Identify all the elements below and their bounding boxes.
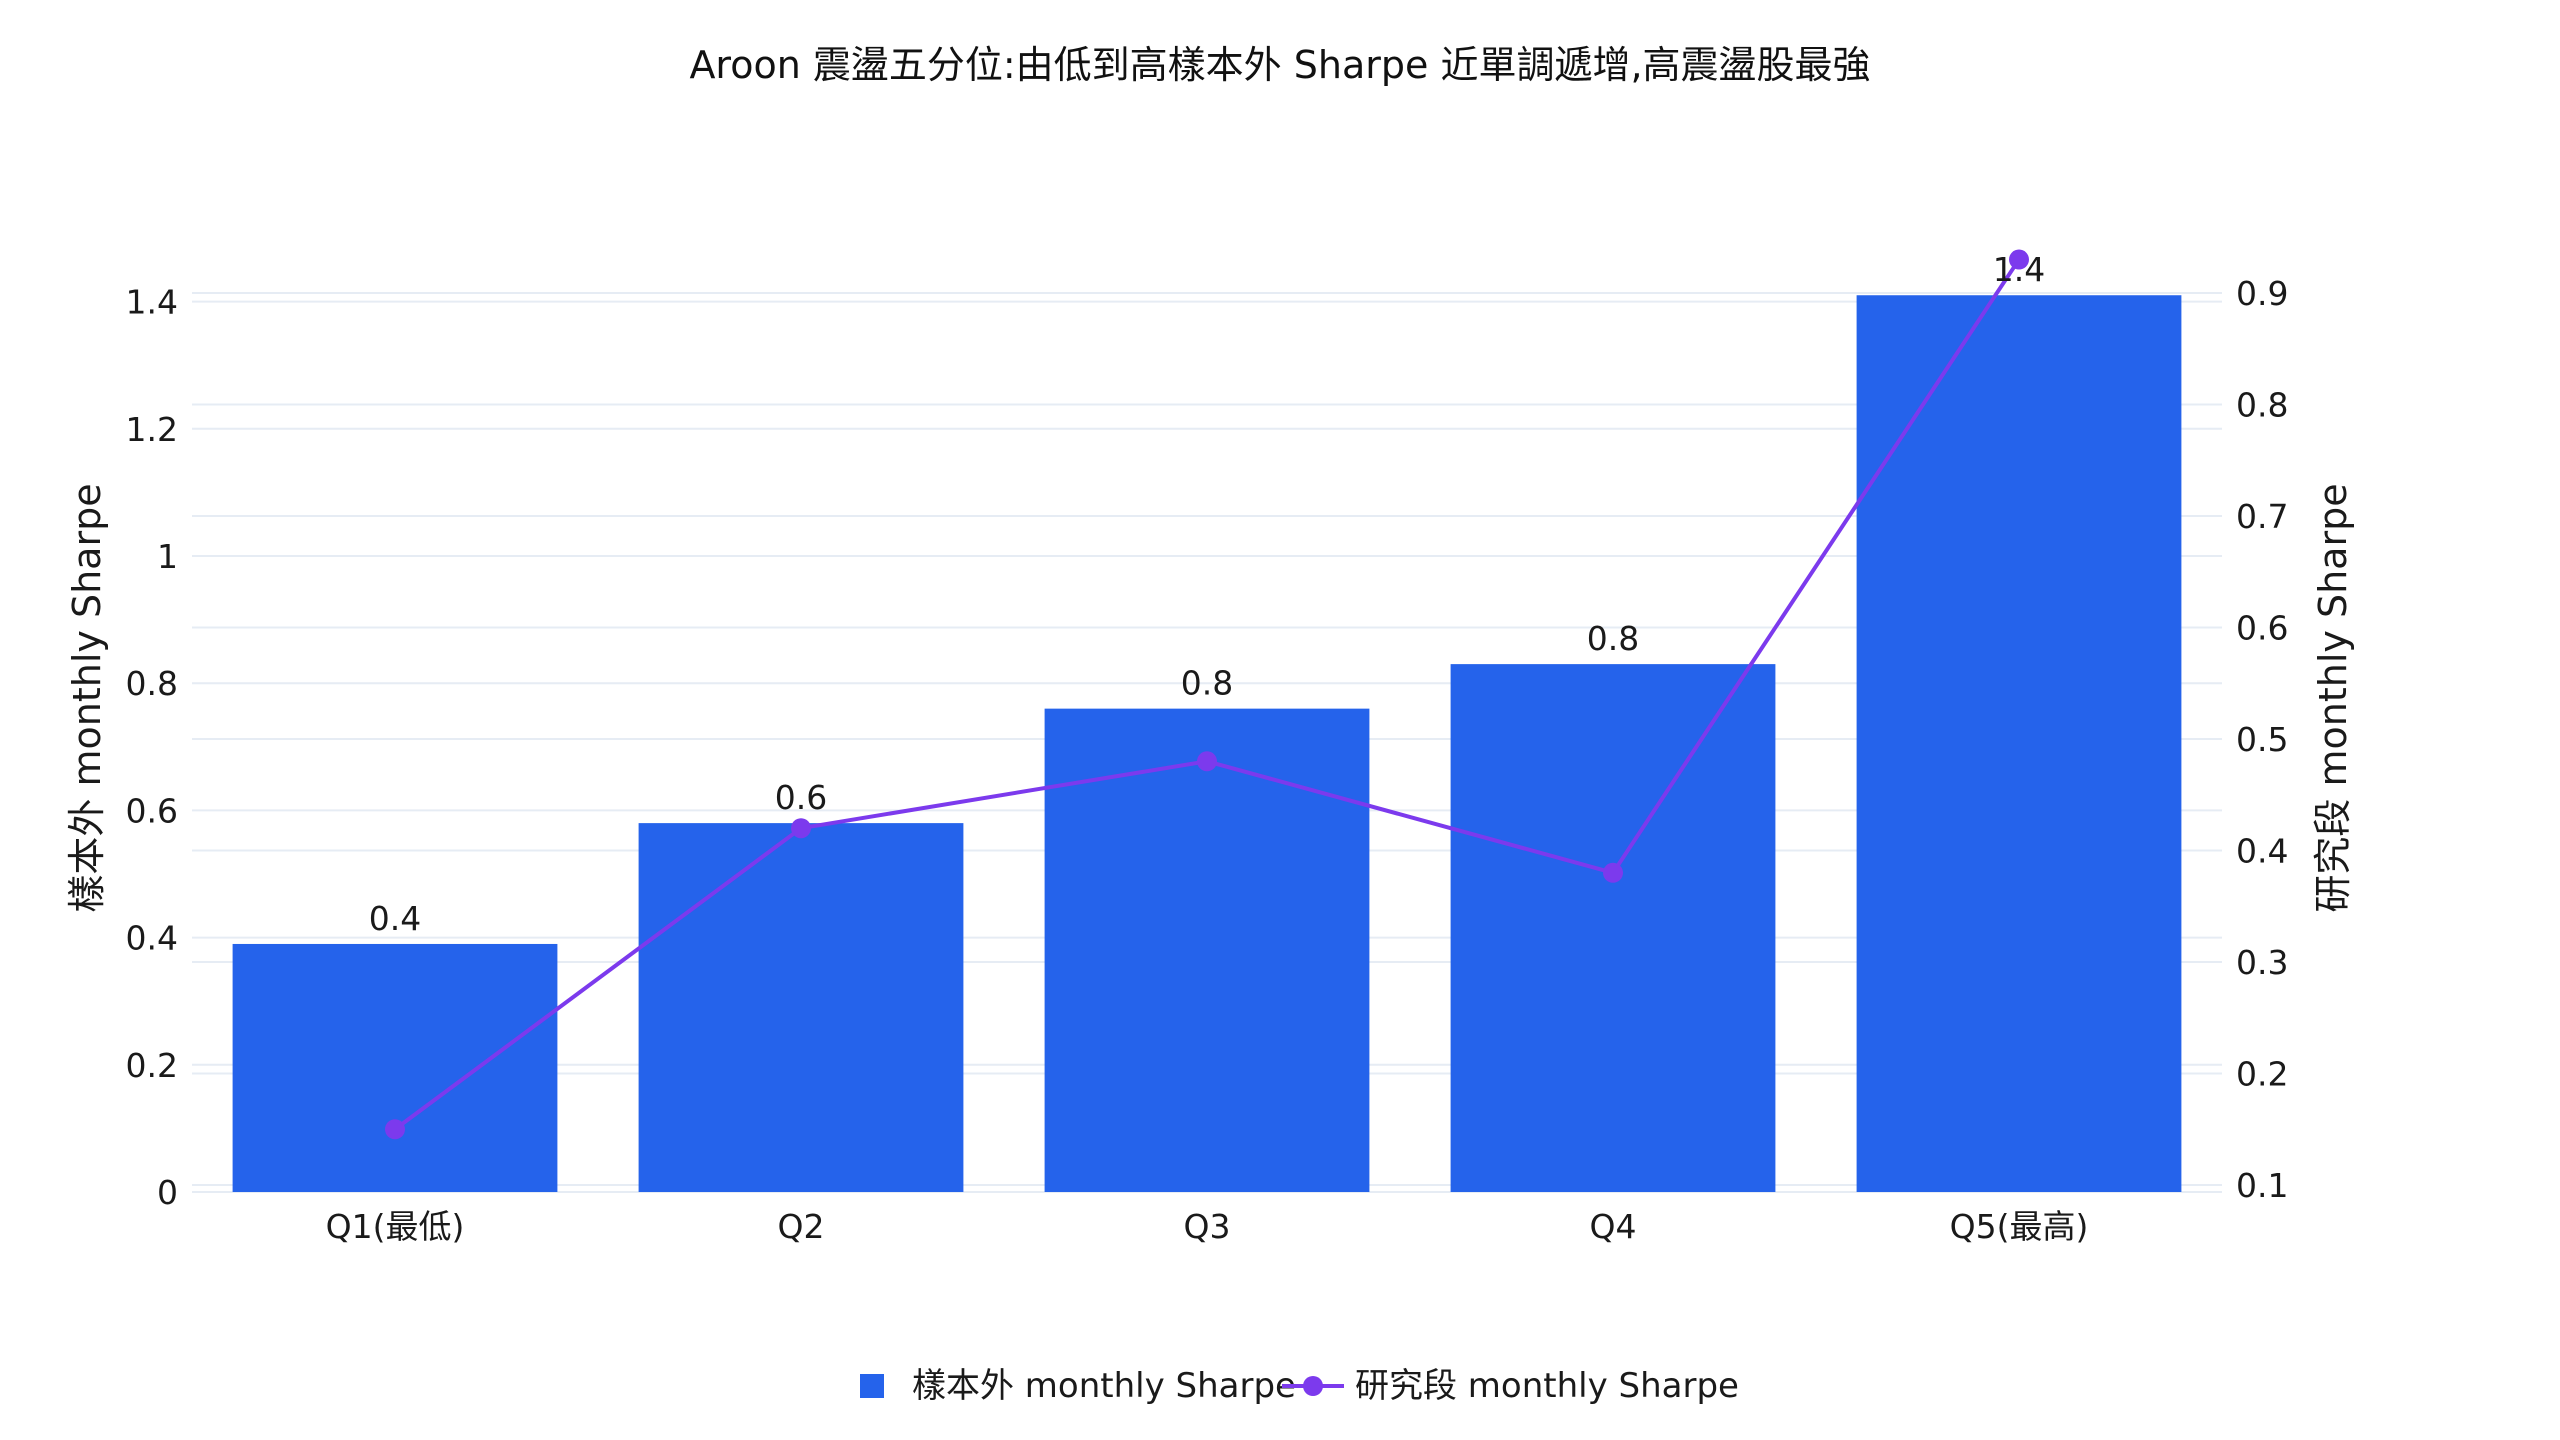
line-point-4: [1603, 862, 1623, 883]
left-tick-label: 1.4: [126, 283, 178, 322]
bar-data-label: 0.8: [1587, 619, 1639, 658]
data-labels: 0.4 0.6 0.8 0.8 1.4: [369, 250, 2045, 938]
line-point-3: [1197, 751, 1217, 772]
left-tick-label: 0: [157, 1173, 178, 1212]
x-tick-label: Q5(最高): [1950, 1207, 2089, 1246]
right-tick-label: 0.7: [2236, 497, 2288, 536]
line-series: [385, 249, 2029, 1140]
legend-bar-swatch: [860, 1374, 884, 1398]
left-tick-label: 0.8: [126, 664, 178, 703]
legend-line-marker: [1303, 1376, 1323, 1396]
bar-2: [638, 823, 964, 1192]
bar-1: [232, 943, 558, 1192]
right-tick-label: 0.6: [2236, 609, 2288, 648]
x-tick-label: Q4: [1590, 1207, 1637, 1246]
bar-data-label: 0.4: [369, 899, 421, 938]
x-tick-label: Q3: [1184, 1207, 1231, 1246]
bar-4: [1450, 664, 1776, 1192]
left-tick-label: 1: [157, 537, 178, 576]
line-point-1: [385, 1119, 405, 1140]
left-tick-label: 0.4: [126, 919, 178, 958]
line-point-5: [2009, 249, 2029, 270]
bar-series: [232, 295, 2182, 1192]
bar-data-label: 0.6: [775, 778, 827, 817]
bar-data-label: 0.8: [1181, 664, 1233, 703]
right-tick-label: 0.8: [2236, 386, 2288, 425]
left-tick-label: 0.2: [126, 1046, 178, 1085]
legend: 樣本外 monthly Sharpe 研究段 monthly Sharpe: [860, 1366, 1739, 1406]
legend-line-label: 研究段 monthly Sharpe: [1355, 1366, 1739, 1406]
line-point-2: [791, 818, 811, 839]
right-tick-label: 0.4: [2236, 832, 2288, 871]
legend-bar-label: 樣本外 monthly Sharpe: [912, 1366, 1296, 1406]
right-y-axis: 0.1 0.2 0.3 0.4 0.5 0.6 0.7 0.8 0.9: [2236, 274, 2288, 1205]
left-tick-label: 1.2: [126, 410, 178, 449]
x-tick-label: Q2: [778, 1207, 825, 1246]
x-axis: Q1(最低) Q2 Q3 Q4 Q5(最高): [326, 1207, 2089, 1246]
bar-5: [1856, 295, 2182, 1192]
right-axis-title: 研究段 monthly Sharpe: [2311, 483, 2355, 912]
left-tick-label: 0.6: [126, 791, 178, 830]
left-y-axis: 0 0.2 0.4 0.6 0.8 1 1.2 1.4: [126, 283, 178, 1212]
x-tick-label: Q1(最低): [326, 1207, 465, 1246]
chart-title: Aroon 震盪五分位:由低到高樣本外 Sharpe 近單調遞增,高震盪股最強: [689, 43, 1870, 87]
right-tick-label: 0.9: [2236, 274, 2288, 313]
right-tick-label: 0.1: [2236, 1166, 2288, 1205]
left-axis-title: 樣本外 monthly Sharpe: [65, 483, 109, 912]
right-tick-label: 0.3: [2236, 943, 2288, 982]
bar-data-label: 1.4: [1993, 250, 2045, 289]
right-tick-label: 0.2: [2236, 1055, 2288, 1094]
right-tick-label: 0.5: [2236, 720, 2288, 759]
